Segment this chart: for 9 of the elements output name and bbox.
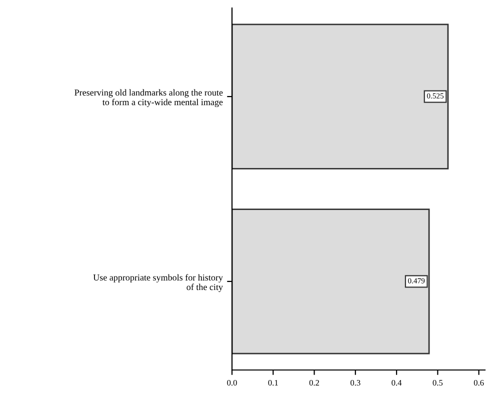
x-tick-label: 0.2 <box>309 380 320 386</box>
x-tick-label: 0.0 <box>227 380 237 386</box>
x-tick-label: 0.5 <box>432 380 443 386</box>
x-tick-label: 0.4 <box>392 380 402 386</box>
x-tick-label: 0.1 <box>268 380 278 386</box>
x-tick-label: 0.6 <box>474 380 484 386</box>
y-tick-label: Preserving old landmarks along the route to form a city-wide mental image <box>74 89 223 108</box>
x-tick-label: 0.3 <box>350 380 360 386</box>
y-tick-label: Use appropriate symbols for history of the city <box>93 274 223 292</box>
